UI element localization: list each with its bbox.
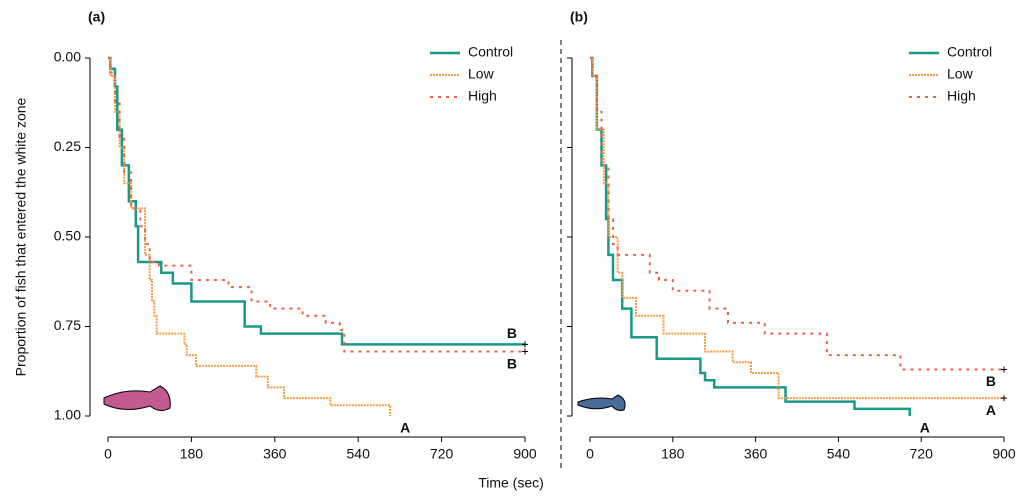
censor-mark xyxy=(1001,366,1007,373)
x-tick-label: 540 xyxy=(347,446,371,462)
fish-icon xyxy=(577,394,626,411)
x-tick-label: 180 xyxy=(180,446,204,462)
survival-curve xyxy=(590,56,911,416)
legend-label: Control xyxy=(468,44,513,60)
legend-label: Low xyxy=(947,66,974,82)
x-tick-label: 900 xyxy=(992,446,1016,462)
censor-mark xyxy=(522,341,528,348)
fish-icon xyxy=(103,385,171,412)
survival-curve xyxy=(590,57,1004,400)
panel-label: (a) xyxy=(88,9,105,25)
y-tick-label: 1.00 xyxy=(54,407,81,423)
significance-label: B xyxy=(507,325,517,341)
significance-label: B xyxy=(986,373,996,389)
x-tick-label: 900 xyxy=(513,446,537,462)
x-tick-label: 0 xyxy=(586,446,594,462)
x-tick-label: 360 xyxy=(263,446,287,462)
x-tick-label: 0 xyxy=(104,446,112,462)
significance-label: B xyxy=(507,355,517,371)
survival-curve xyxy=(108,57,392,416)
x-tick-label: 720 xyxy=(430,446,454,462)
x-tick-label: 180 xyxy=(661,446,685,462)
legend-label: High xyxy=(468,88,497,104)
panel-label: (b) xyxy=(570,9,588,25)
significance-label: A xyxy=(400,420,410,436)
y-tick-label: 0.50 xyxy=(54,228,81,244)
y-tick-label: 0.25 xyxy=(54,138,81,154)
censor-mark xyxy=(522,348,528,355)
x-tick-label: 720 xyxy=(910,446,934,462)
censor-mark xyxy=(1001,395,1007,402)
legend-label: High xyxy=(947,88,976,104)
x-axis-label: Time (sec) xyxy=(478,475,544,491)
legend-label: Control xyxy=(947,44,992,60)
x-tick-label: 360 xyxy=(744,446,768,462)
legend-label: Low xyxy=(468,66,495,82)
survival-curve xyxy=(108,56,525,346)
survival-curve xyxy=(108,57,525,353)
x-tick-label: 540 xyxy=(827,446,851,462)
significance-label: A xyxy=(920,420,930,436)
significance-label: A xyxy=(986,402,996,418)
y-tick-label: 0.75 xyxy=(54,317,81,333)
y-axis-label: Proportion of fish that entered the whit… xyxy=(13,97,29,376)
y-tick-label: 0.00 xyxy=(54,49,81,65)
survival-curve xyxy=(590,57,1004,371)
